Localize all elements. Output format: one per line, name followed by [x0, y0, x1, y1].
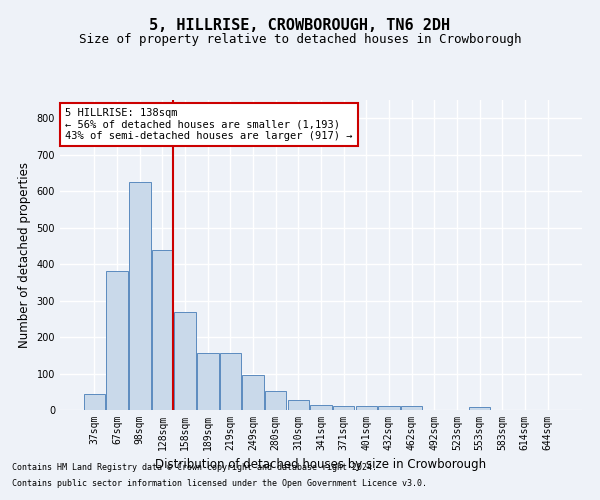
Bar	[310, 404, 332, 410]
Bar	[152, 250, 173, 410]
Bar	[333, 406, 355, 410]
Text: 5 HILLRISE: 138sqm
← 56% of detached houses are smaller (1,193)
43% of semi-deta: 5 HILLRISE: 138sqm ← 56% of detached hou…	[65, 108, 353, 141]
X-axis label: Distribution of detached houses by size in Crowborough: Distribution of detached houses by size …	[155, 458, 487, 471]
Bar	[265, 391, 286, 410]
Bar	[242, 376, 264, 410]
Y-axis label: Number of detached properties: Number of detached properties	[18, 162, 31, 348]
Bar	[106, 272, 128, 410]
Bar	[401, 406, 422, 410]
Text: Contains HM Land Registry data © Crown copyright and database right 2024.: Contains HM Land Registry data © Crown c…	[12, 464, 377, 472]
Bar	[129, 182, 151, 410]
Text: 5, HILLRISE, CROWBOROUGH, TN6 2DH: 5, HILLRISE, CROWBOROUGH, TN6 2DH	[149, 18, 451, 32]
Bar	[356, 406, 377, 410]
Bar	[378, 406, 400, 410]
Bar	[175, 312, 196, 410]
Bar	[220, 354, 241, 410]
Bar	[287, 400, 309, 410]
Bar	[469, 407, 490, 410]
Text: Size of property relative to detached houses in Crowborough: Size of property relative to detached ho…	[79, 32, 521, 46]
Bar	[197, 354, 218, 410]
Text: Contains public sector information licensed under the Open Government Licence v3: Contains public sector information licen…	[12, 478, 427, 488]
Bar	[84, 394, 105, 410]
